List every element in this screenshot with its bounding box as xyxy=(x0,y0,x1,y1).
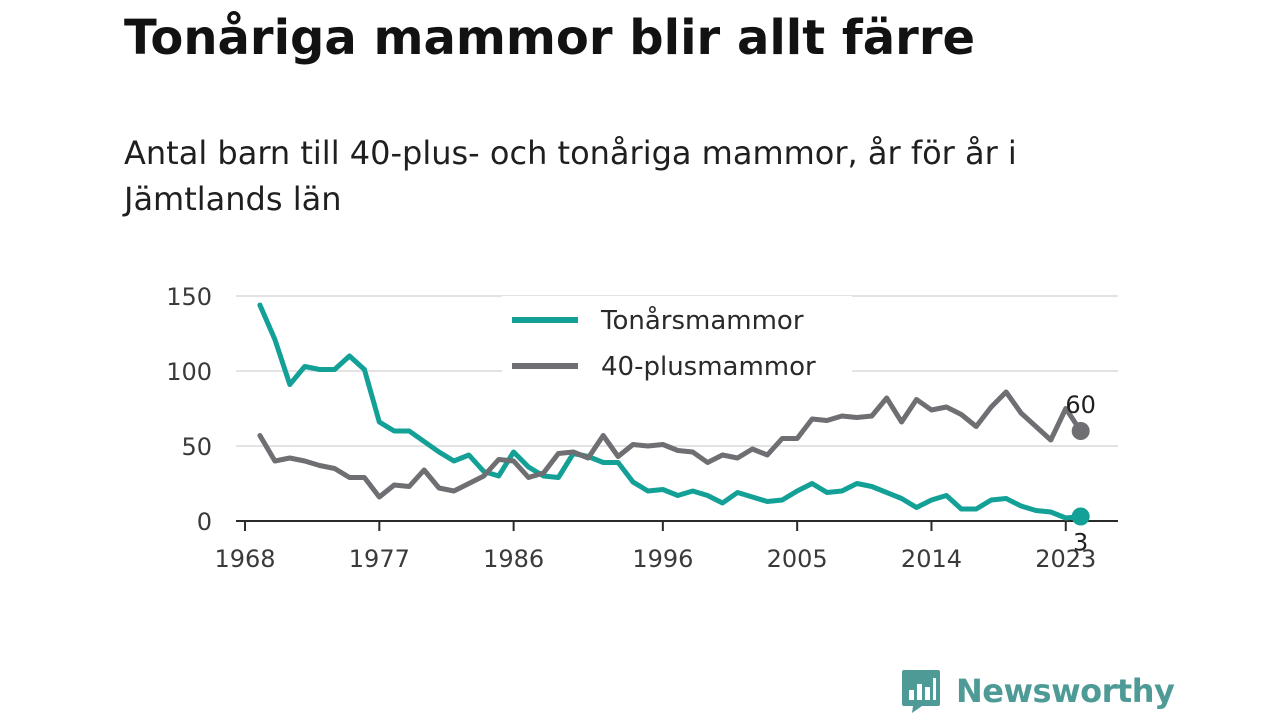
y-tick-label: 50 xyxy=(181,433,212,461)
end-label-tonarsmammor: 3 xyxy=(1073,529,1088,557)
y-tick-label: 0 xyxy=(197,508,212,536)
chart-subtitle: Antal barn till 40-plus- och tonåriga ma… xyxy=(124,134,1017,218)
series-lines xyxy=(257,302,1090,526)
end-label-40-plusmammor: 60 xyxy=(1065,391,1096,419)
end-labels: 60 3 xyxy=(1065,391,1096,557)
x-tick-label: 1977 xyxy=(349,545,410,573)
x-tick-label: 2023 xyxy=(1035,545,1096,573)
x-tick-label: 1986 xyxy=(483,545,544,573)
x-tick-label: 1968 xyxy=(214,545,275,573)
brand: Newsworthy xyxy=(900,668,1175,714)
series-line-40-plusmammor xyxy=(257,389,1084,500)
series-end-point xyxy=(1071,507,1090,526)
newsworthy-logo-icon xyxy=(902,670,940,713)
y-tick-label: 150 xyxy=(166,283,212,311)
legend: Tonårsmammor 40-plusmammor xyxy=(502,296,852,382)
x-tick-label: 2005 xyxy=(767,545,828,573)
legend-label: 40-plusmammor xyxy=(601,352,816,382)
y-axis-ticks: 0 50 100 150 xyxy=(166,283,212,536)
legend-label: Tonårsmammor xyxy=(600,305,804,336)
y-tick-label: 100 xyxy=(166,358,212,386)
x-axis: 1968 1977 1986 1996 2005 2014 2023 xyxy=(214,520,1118,573)
series-end-point xyxy=(1071,422,1090,440)
x-tick-label: 1996 xyxy=(632,545,693,573)
brand-name: Newsworthy xyxy=(956,672,1175,710)
chart-title: Tonåriga mammor blir allt färre xyxy=(124,10,976,66)
x-tick-label: 2014 xyxy=(901,545,962,573)
series-line-tonarsmammor xyxy=(257,302,1084,521)
